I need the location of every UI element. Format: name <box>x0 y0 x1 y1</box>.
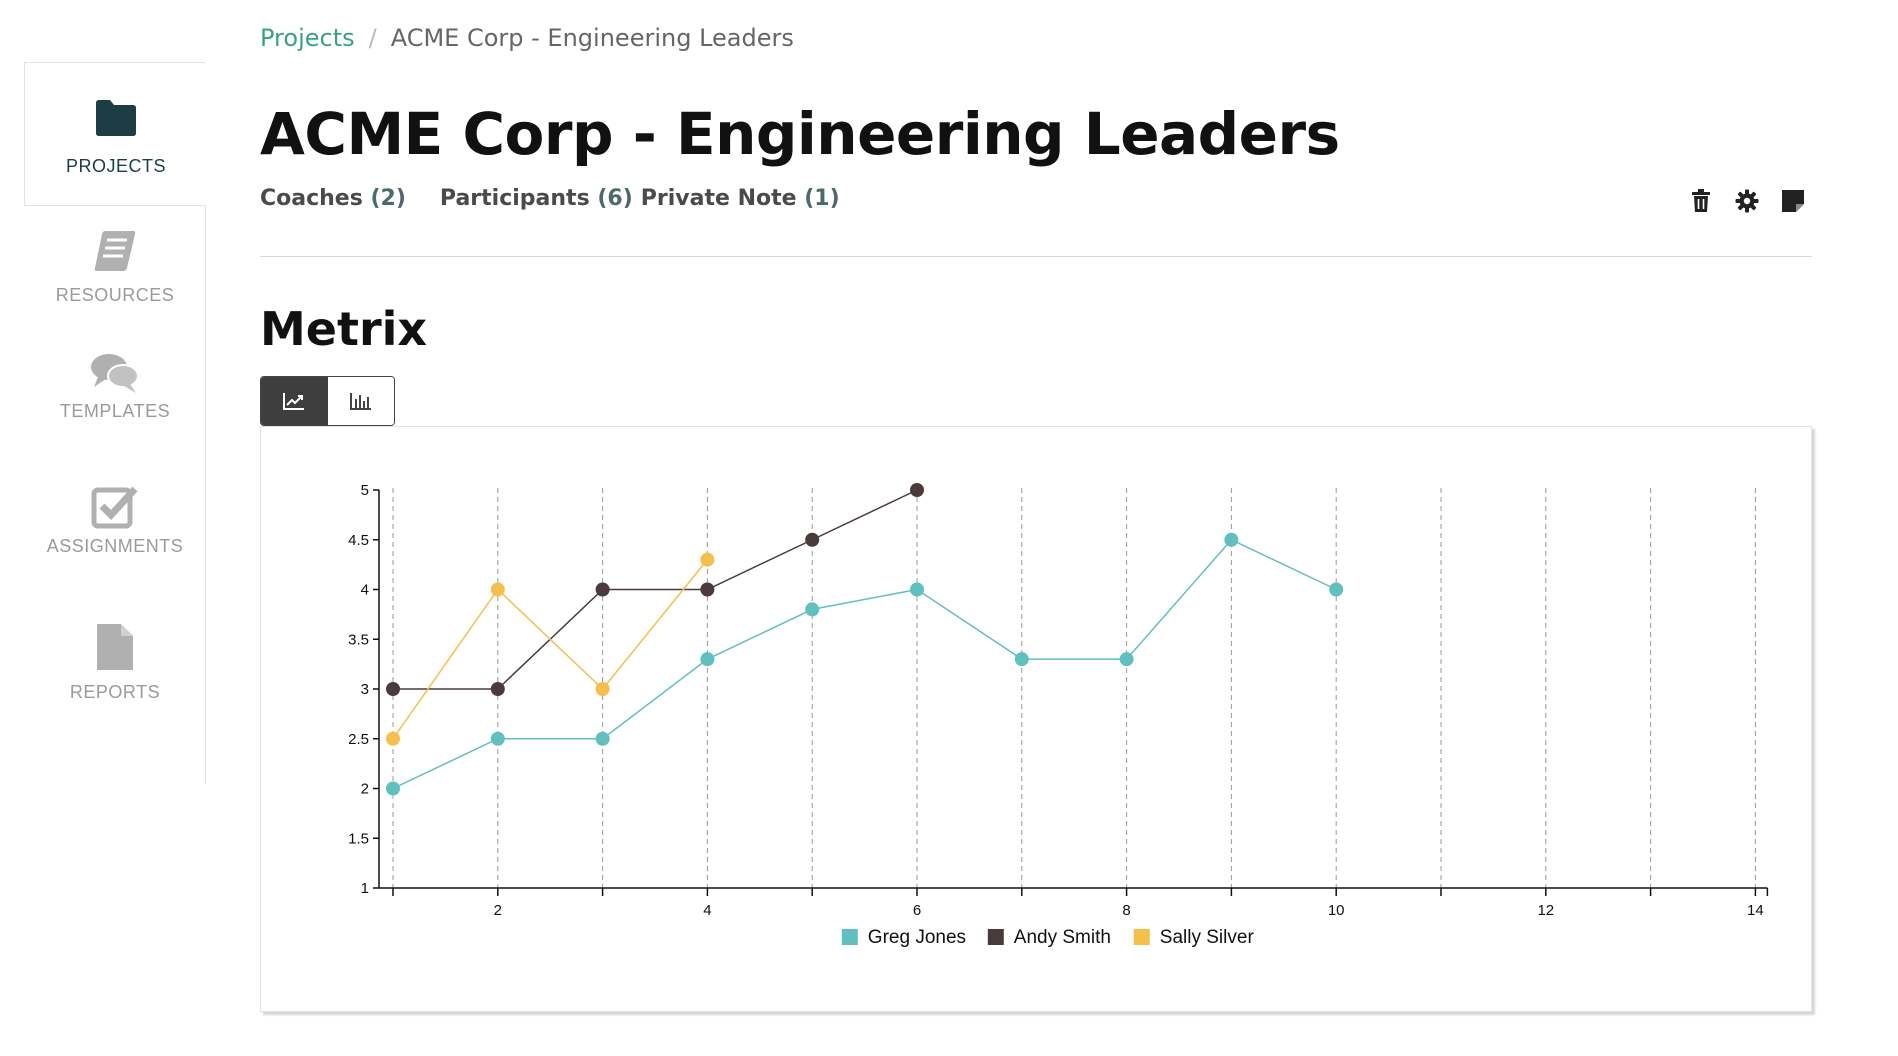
y-tick-label: 1.5 <box>348 830 369 847</box>
chart-type-toggle <box>260 376 395 426</box>
x-tick-label: 10 <box>1328 902 1345 919</box>
breadcrumb-link-projects[interactable]: Projects <box>260 24 355 52</box>
header-divider <box>260 256 1812 257</box>
legend-swatch <box>841 929 858 945</box>
sidebar-item-reports[interactable]: REPORTS <box>24 624 206 782</box>
x-tick-label: 8 <box>1122 902 1130 919</box>
legend-swatch <box>1133 929 1150 945</box>
sidebar-item-label: REPORTS <box>69 682 161 702</box>
legend-label: Greg Jones <box>868 927 966 948</box>
sidebar-nav: PROJECTS RESOURCES TEMPLATES ASSIGNMENTS… <box>24 62 206 784</box>
tab-label: Private Note <box>640 186 797 211</box>
x-tick-label: 14 <box>1747 902 1764 919</box>
book-icon <box>90 226 140 276</box>
section-title-metrix: Metrix <box>260 302 428 356</box>
series-line-greg-jones <box>392 538 1337 790</box>
x-tick-label: 6 <box>913 902 921 919</box>
x-tick-label: 4 <box>703 902 711 919</box>
legend-swatch <box>987 929 1004 945</box>
sticky-note-icon[interactable] <box>1780 188 1806 214</box>
data-point-greg-jones <box>386 781 400 796</box>
legend-label: Andy Smith <box>1014 927 1111 948</box>
sidebar-item-projects[interactable]: PROJECTS <box>24 62 206 206</box>
series-line-andy-smith <box>393 489 918 690</box>
data-point-sally-silver <box>700 552 715 567</box>
line-chart-toggle-button[interactable] <box>261 377 328 425</box>
checkbox-icon <box>90 482 140 532</box>
data-point-andy-smith <box>490 682 505 696</box>
legend-label: Sally Silver <box>1160 927 1255 948</box>
y-tick-label: 2.5 <box>348 731 369 748</box>
bar-chart-toggle-button[interactable] <box>327 377 394 425</box>
data-point-andy-smith <box>386 682 400 696</box>
sidebar-item-resources[interactable]: RESOURCES <box>24 206 206 350</box>
tab-label: Coaches <box>260 186 363 211</box>
data-point-greg-jones <box>910 582 924 597</box>
trash-icon[interactable] <box>1688 188 1714 214</box>
y-tick-label: 4 <box>361 582 369 599</box>
tab-coaches[interactable]: Coaches (2) <box>260 186 406 211</box>
x-tick-label: 12 <box>1537 902 1554 919</box>
data-point-greg-jones <box>1119 652 1134 667</box>
data-point-greg-jones <box>1224 532 1239 547</box>
y-tick-label: 3.5 <box>348 631 369 648</box>
y-tick-label: 1 <box>361 880 369 897</box>
data-point-greg-jones <box>805 602 820 617</box>
y-tick-label: 3 <box>361 681 369 698</box>
data-point-greg-jones <box>700 652 715 667</box>
series-line-sally-silver <box>392 559 708 740</box>
metrix-line-chart: 1 1.5 2 2.5 3 3.5 4 4.5 5 2 4 6 8 10 12 14 Greg Jones And… <box>348 482 1769 948</box>
data-point-andy-smith <box>595 582 610 597</box>
data-point-sally-silver <box>595 682 610 696</box>
data-point-andy-smith <box>700 582 715 597</box>
gear-icon[interactable] <box>1734 188 1760 214</box>
tab-count: (2) <box>370 186 406 211</box>
tab-count: (1) <box>804 186 840 211</box>
chat-bubbles-icon <box>90 348 140 398</box>
y-tick-label: 5 <box>361 482 369 499</box>
y-tick-label: 4.5 <box>348 532 369 549</box>
page-title: ACME Corp - Engineering Leaders <box>260 100 1340 168</box>
breadcrumb-separator: / <box>368 24 377 52</box>
sidebar-item-assignments[interactable]: ASSIGNMENTS <box>24 486 206 638</box>
breadcrumb: Projects / ACME Corp - Engineering Leaders <box>260 24 794 52</box>
tab-private-note[interactable]: Private Note (1) <box>641 186 840 211</box>
sidebar-item-templates[interactable]: TEMPLATES <box>24 350 206 494</box>
data-point-andy-smith <box>805 532 820 547</box>
data-point-greg-jones <box>595 731 610 746</box>
project-actions <box>1688 188 1806 214</box>
bar-chart-icon <box>349 393 371 410</box>
data-point-sally-silver <box>490 582 505 597</box>
x-tick-label: 2 <box>494 902 502 919</box>
tab-participants[interactable]: Participants (6) <box>440 186 633 211</box>
metrix-chart-card: 1 1.5 2 2.5 3 3.5 4 4.5 5 2 4 6 8 10 12 14 Greg Jones And… <box>260 426 1812 1012</box>
data-point-sally-silver <box>386 731 400 746</box>
sidebar-item-label: RESOURCES <box>55 285 175 305</box>
document-icon <box>90 622 140 672</box>
data-point-greg-jones <box>490 731 505 746</box>
project-tabs: Coaches (2) Participants (6) Private Note … <box>260 186 840 211</box>
y-tick-label: 2 <box>361 781 369 798</box>
sidebar-item-label: ASSIGNMENTS <box>46 536 184 556</box>
data-point-greg-jones <box>1014 652 1029 667</box>
sidebar-item-label: PROJECTS <box>65 156 166 176</box>
breadcrumb-current: ACME Corp - Engineering Leaders <box>390 24 794 52</box>
data-point-andy-smith <box>910 483 924 497</box>
line-chart-icon <box>283 393 305 410</box>
tab-count: (6) <box>597 186 633 211</box>
data-point-greg-jones <box>1329 582 1344 597</box>
sidebar-item-label: TEMPLATES <box>59 401 171 421</box>
folder-icon <box>91 93 141 143</box>
tab-label: Participants <box>439 186 590 211</box>
